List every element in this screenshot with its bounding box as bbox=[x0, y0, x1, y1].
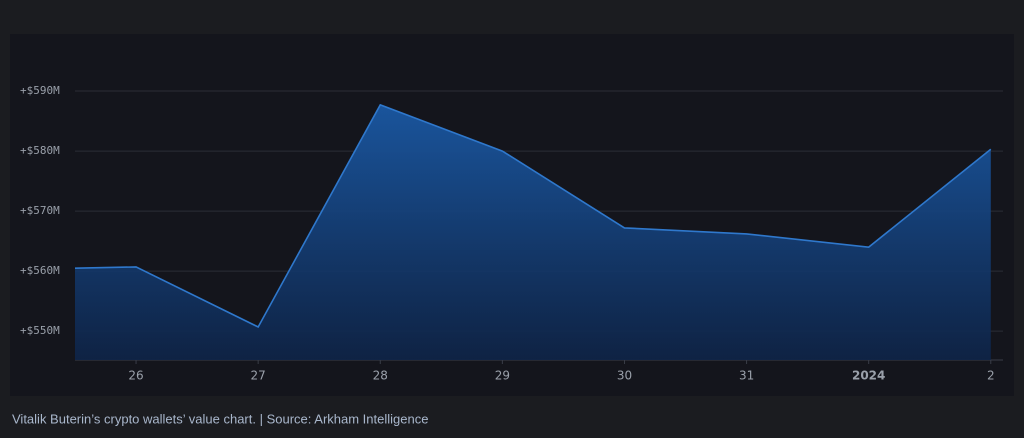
line bbox=[74, 103, 992, 329]
x-tick-label: 26 bbox=[128, 369, 143, 383]
y-tick-label: +$580M bbox=[20, 144, 60, 157]
x-tick-label: 31 bbox=[739, 369, 754, 383]
y-tick-label: +$550M bbox=[20, 324, 60, 337]
caption: Vitalik Buterin’s crypto wallets’ value … bbox=[12, 411, 428, 426]
y-tick-label: +$570M bbox=[20, 204, 60, 217]
x-tick-label: 30 bbox=[617, 369, 632, 383]
x-tick-label: 27 bbox=[251, 369, 266, 383]
x-tick-label: 28 bbox=[373, 369, 388, 383]
y-tick-label: +$560M bbox=[20, 264, 60, 277]
x-tick-label: 2 bbox=[987, 369, 995, 383]
x-tick-label: 2024 bbox=[852, 369, 885, 383]
area bbox=[75, 104, 991, 361]
y-tick-label: +$590M bbox=[20, 84, 60, 97]
x-tick-label: 29 bbox=[495, 369, 510, 383]
